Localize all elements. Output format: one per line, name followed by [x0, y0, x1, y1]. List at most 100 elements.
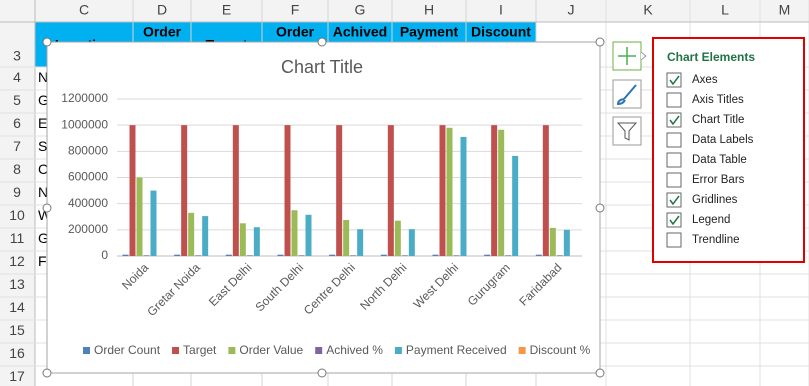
bar: [181, 125, 188, 257]
bar: [549, 227, 556, 256]
checkbox[interactable]: [666, 112, 682, 128]
column-header: H: [424, 2, 434, 18]
legend-label: Order Count: [94, 343, 161, 357]
checkbox-label: Gridlines: [692, 194, 738, 206]
row-header: 12: [9, 253, 25, 269]
bar: [439, 125, 446, 257]
row-header: 6: [13, 115, 21, 131]
bar: [387, 125, 394, 257]
resize-handle[interactable]: [317, 368, 327, 378]
checkbox[interactable]: [666, 152, 682, 168]
row-header: 8: [13, 161, 21, 177]
checkbox[interactable]: [666, 172, 682, 188]
y-tick-label: 200000: [68, 222, 108, 236]
checkbox-label: Legend: [692, 214, 730, 226]
checkbox[interactable]: [666, 92, 682, 108]
checkbox[interactable]: [666, 232, 682, 248]
bar: [350, 255, 357, 256]
bar: [284, 125, 291, 257]
bar: [453, 255, 460, 256]
y-tick-label: 1200000: [61, 91, 108, 105]
bar: [225, 254, 232, 256]
row-header: 7: [13, 138, 21, 154]
resize-handle[interactable]: [42, 203, 52, 213]
y-tick-label: 600000: [68, 170, 108, 184]
bar: [446, 127, 453, 257]
checkbox-label: Axes: [692, 74, 718, 86]
checkbox[interactable]: [666, 132, 682, 148]
row-header: 16: [9, 345, 25, 361]
column-header: J: [568, 2, 575, 18]
pointer: [640, 51, 647, 61]
bar: [246, 255, 253, 256]
y-tick-label: 0: [101, 248, 108, 262]
bar: [277, 254, 284, 256]
legend-swatch: [394, 347, 402, 354]
resize-handle[interactable]: [42, 37, 52, 47]
checkmark: [669, 195, 680, 206]
bar: [498, 129, 505, 256]
bar: [188, 212, 195, 256]
bar: [357, 229, 364, 256]
header-cell: Discount: [471, 24, 531, 40]
cell: N: [38, 69, 48, 85]
bar: [484, 254, 491, 256]
checkbox-label: Trendline: [692, 234, 740, 246]
bar: [343, 220, 350, 256]
column-header: I: [499, 2, 503, 18]
bar: [329, 254, 336, 256]
bar: [195, 255, 202, 256]
header-cell: Payment: [400, 24, 459, 40]
legend-swatch: [518, 347, 526, 354]
bar: [542, 125, 549, 257]
header-cell: Order: [143, 24, 182, 40]
bar: [150, 190, 157, 256]
bar: [432, 254, 439, 256]
cell: G: [38, 92, 49, 108]
row-header: 14: [9, 299, 25, 315]
checkbox[interactable]: [666, 212, 682, 228]
y-tick-label: 400000: [68, 196, 108, 210]
bar: [136, 177, 143, 256]
checkbox[interactable]: [666, 72, 682, 88]
checkbox-label: Data Labels: [692, 134, 754, 146]
row-header: 11: [10, 230, 25, 246]
column-header: D: [157, 2, 167, 18]
legend-swatch: [83, 347, 90, 354]
bar: [232, 125, 239, 257]
bar: [202, 216, 209, 256]
legend-swatch: [315, 347, 323, 354]
resize-handle[interactable]: [42, 368, 52, 378]
chart-title: Chart Title: [281, 57, 363, 77]
resize-handle[interactable]: [595, 37, 605, 47]
bar: [129, 125, 136, 257]
bar: [556, 255, 563, 256]
header-cell: Order: [276, 24, 315, 40]
resize-handle[interactable]: [595, 203, 605, 213]
column-header: L: [721, 2, 729, 18]
legend-swatch: [172, 347, 180, 354]
legend-label: Discount %: [530, 343, 591, 357]
row-header: 13: [9, 276, 25, 292]
resize-handle[interactable]: [317, 37, 327, 47]
row-header: 4: [13, 69, 21, 85]
bar: [298, 255, 305, 256]
cell: G: [38, 230, 49, 246]
checkmark: [669, 75, 680, 86]
legend-label: Order Value: [239, 343, 303, 357]
row-header: 9: [13, 184, 21, 200]
checkbox-label: Chart Title: [692, 114, 744, 126]
bar: [122, 254, 129, 256]
row-header-bar: [0, 0, 35, 386]
resize-handle[interactable]: [595, 368, 605, 378]
column-header: M: [779, 2, 791, 18]
bar: [253, 227, 260, 256]
brush-icon: [616, 84, 637, 106]
checkbox[interactable]: [666, 192, 682, 208]
bar: [535, 254, 542, 256]
cell: N: [38, 184, 48, 200]
checkbox-label: Data Table: [692, 154, 747, 166]
checkbox-label: Axis Titles: [692, 94, 744, 106]
